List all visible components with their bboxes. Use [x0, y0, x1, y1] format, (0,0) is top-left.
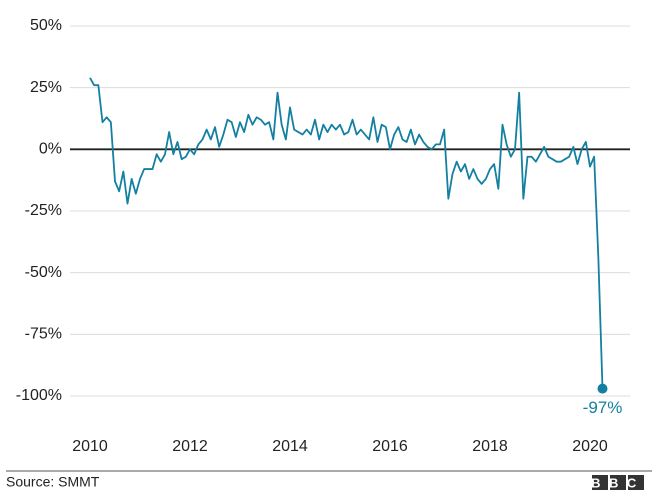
y-tick-label: 0%: [39, 141, 62, 158]
logo-text: BBC: [591, 475, 645, 490]
y-tick-label: 50%: [30, 17, 62, 34]
y-tick-label: -25%: [25, 202, 62, 219]
end-marker: [597, 383, 608, 394]
x-tick-label: 2016: [372, 438, 408, 455]
source: Source: SMMT: [6, 474, 100, 490]
x-tick-label: 2018: [472, 438, 508, 455]
line: [89, 77, 604, 389]
x-tick-label: 2012: [172, 438, 208, 455]
x-tick-label: 2020: [572, 438, 608, 455]
y-tick-label: -75%: [25, 326, 62, 343]
y-tick-label: -100%: [16, 387, 62, 404]
x-tick-label: 2010: [72, 438, 108, 455]
value-label: -97%: [583, 398, 623, 417]
x-tick-label: 2014: [272, 438, 308, 455]
logo: [592, 475, 644, 490]
y-tick-label: 25%: [30, 79, 62, 96]
y-tick-label: -50%: [25, 264, 62, 281]
